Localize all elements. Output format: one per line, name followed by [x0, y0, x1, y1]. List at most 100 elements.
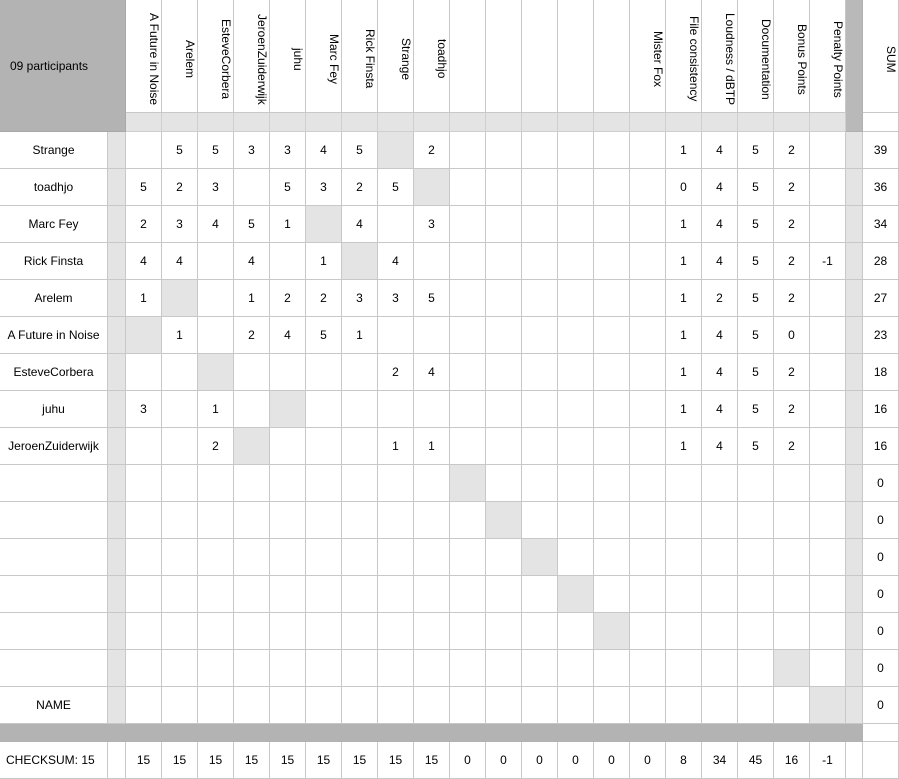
score-cell[interactable] [234, 169, 270, 206]
score-cell[interactable]: 5 [738, 317, 774, 354]
score-cell[interactable] [342, 613, 378, 650]
score-cell[interactable]: 1 [198, 391, 234, 428]
score-cell[interactable] [306, 539, 342, 576]
score-cell[interactable] [270, 465, 306, 502]
score-cell[interactable] [342, 354, 378, 391]
participant-name[interactable]: Rick Finsta [0, 243, 108, 280]
header-subbar-cell[interactable] [270, 113, 306, 132]
score-cell[interactable] [342, 576, 378, 613]
score-cell[interactable] [378, 391, 414, 428]
score-cell[interactable] [486, 280, 522, 317]
score-cell[interactable] [270, 391, 306, 428]
score-cell[interactable] [342, 502, 378, 539]
participant-name[interactable]: A Future in Noise [0, 317, 108, 354]
score-cell[interactable] [378, 576, 414, 613]
score-cell[interactable] [306, 650, 342, 687]
header-subbar-cell[interactable] [774, 113, 810, 132]
score-cell[interactable] [738, 576, 774, 613]
score-cell[interactable]: 3 [126, 391, 162, 428]
score-cell[interactable]: 1 [666, 428, 702, 465]
score-cell[interactable]: 2 [774, 428, 810, 465]
score-cell[interactable]: 4 [702, 243, 738, 280]
score-cell[interactable] [126, 539, 162, 576]
score-cell[interactable]: 1 [666, 132, 702, 169]
participant-name[interactable]: Arelem [0, 280, 108, 317]
sum-header[interactable]: SUM [863, 0, 899, 113]
score-cell[interactable] [234, 687, 270, 724]
participants-count-cell[interactable]: 09 participants [0, 0, 126, 132]
sum-cell[interactable]: 36 [863, 169, 899, 206]
column-header[interactable]: A Future in Noise [126, 0, 162, 113]
score-cell[interactable]: 4 [342, 206, 378, 243]
score-cell[interactable] [702, 539, 738, 576]
score-cell[interactable] [306, 613, 342, 650]
score-cell[interactable] [702, 687, 738, 724]
score-cell[interactable] [774, 650, 810, 687]
score-cell[interactable]: 1 [414, 428, 450, 465]
score-cell[interactable] [378, 613, 414, 650]
score-cell[interactable] [558, 317, 594, 354]
score-cell[interactable] [810, 613, 846, 650]
score-cell[interactable] [522, 539, 558, 576]
column-header[interactable]: Bonus Points [774, 0, 810, 113]
score-cell[interactable]: 4 [126, 243, 162, 280]
score-cell[interactable] [270, 243, 306, 280]
score-cell[interactable]: 4 [378, 243, 414, 280]
score-cell[interactable] [630, 687, 666, 724]
score-cell[interactable]: 4 [306, 132, 342, 169]
checksum-cell[interactable]: -1 [810, 742, 846, 779]
score-cell[interactable] [162, 465, 198, 502]
score-cell[interactable]: 1 [666, 243, 702, 280]
score-cell[interactable]: 1 [126, 280, 162, 317]
score-cell[interactable]: 3 [378, 280, 414, 317]
score-cell[interactable] [558, 576, 594, 613]
score-cell[interactable] [342, 391, 378, 428]
checksum-cell[interactable]: 15 [126, 742, 162, 779]
score-cell[interactable] [630, 428, 666, 465]
score-cell[interactable] [522, 280, 558, 317]
score-cell[interactable] [378, 650, 414, 687]
score-cell[interactable] [558, 687, 594, 724]
score-cell[interactable] [342, 539, 378, 576]
score-cell[interactable]: 1 [162, 317, 198, 354]
score-cell[interactable]: 3 [162, 206, 198, 243]
score-cell[interactable] [810, 465, 846, 502]
score-cell[interactable] [666, 687, 702, 724]
score-cell[interactable]: 2 [126, 206, 162, 243]
column-header[interactable]: Strange [378, 0, 414, 113]
score-cell[interactable] [702, 613, 738, 650]
score-cell[interactable] [594, 576, 630, 613]
score-cell[interactable] [666, 539, 702, 576]
score-cell[interactable] [450, 132, 486, 169]
score-cell[interactable] [522, 687, 558, 724]
score-cell[interactable]: 1 [666, 354, 702, 391]
header-subbar-cell[interactable] [522, 113, 558, 132]
score-cell[interactable] [594, 539, 630, 576]
score-cell[interactable] [486, 613, 522, 650]
score-cell[interactable]: 2 [774, 280, 810, 317]
score-cell[interactable] [594, 428, 630, 465]
score-cell[interactable] [450, 317, 486, 354]
score-cell[interactable] [558, 650, 594, 687]
score-cell[interactable]: 4 [702, 428, 738, 465]
score-cell[interactable]: 3 [270, 132, 306, 169]
checksum-cell[interactable]: 15 [342, 742, 378, 779]
participant-name[interactable]: Strange [0, 132, 108, 169]
score-cell[interactable] [450, 243, 486, 280]
checksum-cell[interactable]: 15 [198, 742, 234, 779]
header-subbar-cell[interactable] [414, 113, 450, 132]
participant-name[interactable]: NAME [0, 687, 108, 724]
score-cell[interactable]: 2 [198, 428, 234, 465]
score-cell[interactable]: 5 [738, 280, 774, 317]
participant-name[interactable]: juhu [0, 391, 108, 428]
score-cell[interactable] [270, 354, 306, 391]
score-cell[interactable]: 5 [198, 132, 234, 169]
score-cell[interactable] [702, 465, 738, 502]
score-cell[interactable]: 5 [738, 391, 774, 428]
score-cell[interactable] [522, 391, 558, 428]
score-cell[interactable]: 2 [306, 280, 342, 317]
score-cell[interactable] [558, 613, 594, 650]
score-cell[interactable] [738, 465, 774, 502]
score-cell[interactable] [198, 576, 234, 613]
score-cell[interactable] [126, 687, 162, 724]
